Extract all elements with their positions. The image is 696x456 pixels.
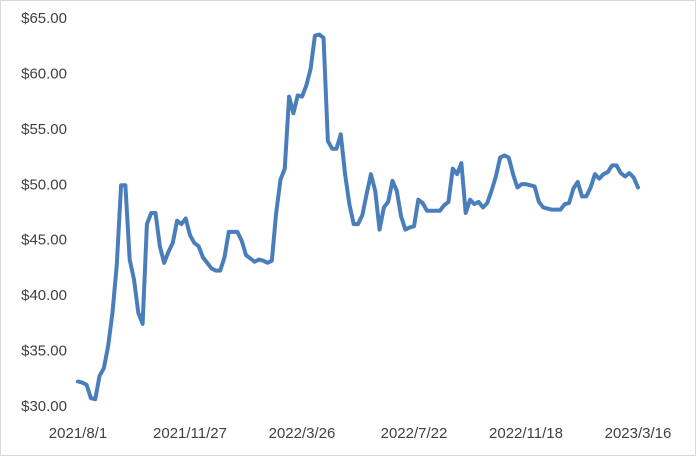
x-tick-label: 2021/8/1	[49, 425, 107, 442]
x-tick-label: 2022/3/26	[269, 425, 336, 442]
y-tick-label: $40.00	[21, 287, 67, 304]
x-tick-label: 2023/3/16	[605, 425, 672, 442]
x-tick-label: 2022/11/18	[489, 425, 563, 442]
x-tick-label: 2022/7/22	[381, 425, 448, 442]
y-tick-label: $45.00	[21, 232, 67, 249]
y-tick-label: $35.00	[21, 343, 67, 360]
y-tick-label: $30.00	[21, 398, 67, 415]
x-tick-label: 2021/11/27	[153, 425, 227, 442]
y-tick-label: $60.00	[21, 65, 67, 82]
y-tick-label: $55.00	[21, 121, 67, 138]
y-tick-label: $50.00	[21, 176, 67, 193]
y-tick-label: $65.00	[21, 10, 67, 27]
line-series	[76, 32, 640, 402]
